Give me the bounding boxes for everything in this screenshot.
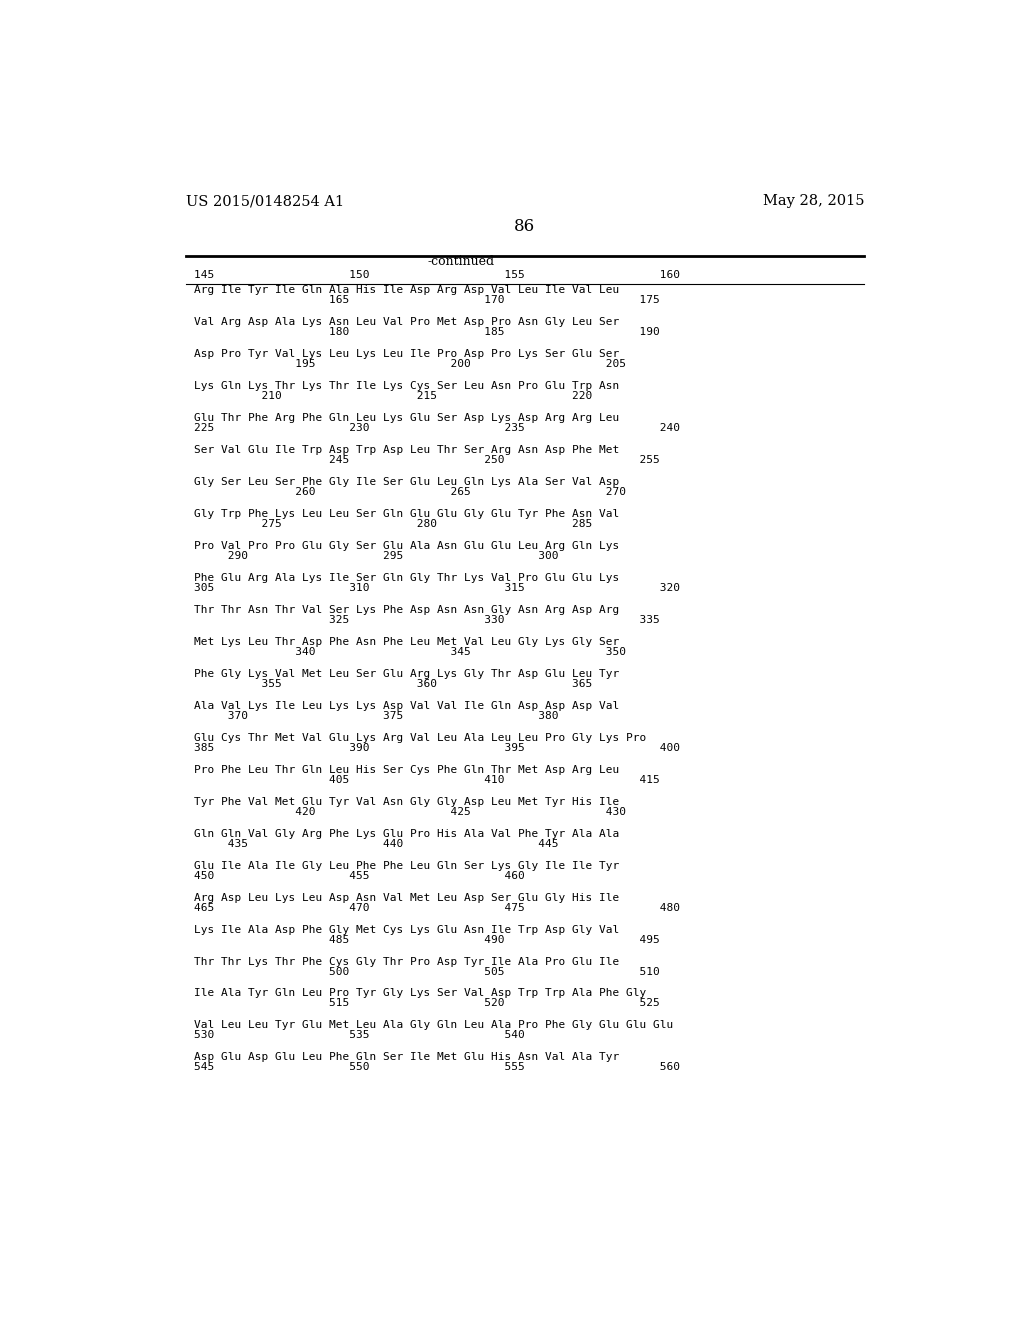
Text: US 2015/0148254 A1: US 2015/0148254 A1 xyxy=(186,194,344,209)
Text: 485                    490                    495: 485 490 495 xyxy=(194,935,659,945)
Text: Ile Ala Tyr Gln Leu Pro Tyr Gly Lys Ser Val Asp Trp Trp Ala Phe Gly: Ile Ala Tyr Gln Leu Pro Tyr Gly Lys Ser … xyxy=(194,989,646,998)
Text: Pro Phe Leu Thr Gln Leu His Ser Cys Phe Gln Thr Met Asp Arg Leu: Pro Phe Leu Thr Gln Leu His Ser Cys Phe … xyxy=(194,764,620,775)
Text: Pro Val Pro Pro Glu Gly Ser Glu Ala Asn Glu Glu Leu Arg Gln Lys: Pro Val Pro Pro Glu Gly Ser Glu Ala Asn … xyxy=(194,541,620,552)
Text: 305                    310                    315                    320: 305 310 315 320 xyxy=(194,583,680,593)
Text: 165                    170                    175: 165 170 175 xyxy=(194,296,659,305)
Text: Thr Thr Lys Thr Phe Cys Gly Thr Pro Asp Tyr Ile Ala Pro Glu Ile: Thr Thr Lys Thr Phe Cys Gly Thr Pro Asp … xyxy=(194,957,620,966)
Text: 500                    505                    510: 500 505 510 xyxy=(194,966,659,977)
Text: 385                    390                    395                    400: 385 390 395 400 xyxy=(194,743,680,752)
Text: Gln Gln Val Gly Arg Phe Lys Glu Pro His Ala Val Phe Tyr Ala Ala: Gln Gln Val Gly Arg Phe Lys Glu Pro His … xyxy=(194,829,620,838)
Text: Gly Trp Phe Lys Leu Leu Ser Gln Glu Glu Gly Glu Tyr Phe Asn Val: Gly Trp Phe Lys Leu Leu Ser Gln Glu Glu … xyxy=(194,510,620,519)
Text: 210                    215                    220: 210 215 220 xyxy=(194,391,592,401)
Text: Met Lys Leu Thr Asp Phe Asn Phe Leu Met Val Leu Gly Lys Gly Ser: Met Lys Leu Thr Asp Phe Asn Phe Leu Met … xyxy=(194,638,620,647)
Text: 180                    185                    190: 180 185 190 xyxy=(194,327,659,338)
Text: Thr Thr Asn Thr Val Ser Lys Phe Asp Asn Asn Gly Asn Arg Asp Arg: Thr Thr Asn Thr Val Ser Lys Phe Asp Asn … xyxy=(194,605,620,615)
Text: Phe Gly Lys Val Met Leu Ser Glu Arg Lys Gly Thr Asp Glu Leu Tyr: Phe Gly Lys Val Met Leu Ser Glu Arg Lys … xyxy=(194,669,620,678)
Text: 275                    280                    285: 275 280 285 xyxy=(194,519,592,529)
Text: Lys Ile Ala Asp Phe Gly Met Cys Lys Glu Asn Ile Trp Asp Gly Val: Lys Ile Ala Asp Phe Gly Met Cys Lys Glu … xyxy=(194,924,620,935)
Text: Gly Ser Leu Ser Phe Gly Ile Ser Glu Leu Gln Lys Ala Ser Val Asp: Gly Ser Leu Ser Phe Gly Ile Ser Glu Leu … xyxy=(194,478,620,487)
Text: 420                    425                    430: 420 425 430 xyxy=(194,807,626,817)
Text: 340                    345                    350: 340 345 350 xyxy=(194,647,626,657)
Text: Ser Val Glu Ile Trp Asp Trp Asp Leu Thr Ser Arg Asn Asp Phe Met: Ser Val Glu Ile Trp Asp Trp Asp Leu Thr … xyxy=(194,445,620,455)
Text: 225                    230                    235                    240: 225 230 235 240 xyxy=(194,424,680,433)
Text: Asp Glu Asp Glu Leu Phe Gln Ser Ile Met Glu His Asn Val Ala Tyr: Asp Glu Asp Glu Leu Phe Gln Ser Ile Met … xyxy=(194,1052,620,1063)
Text: 370                    375                    380: 370 375 380 xyxy=(194,711,558,721)
Text: 545                    550                    555                    560: 545 550 555 560 xyxy=(194,1063,680,1072)
Text: Glu Thr Phe Arg Phe Gln Leu Lys Glu Ser Asp Lys Asp Arg Arg Leu: Glu Thr Phe Arg Phe Gln Leu Lys Glu Ser … xyxy=(194,413,620,424)
Text: 405                    410                    415: 405 410 415 xyxy=(194,775,659,785)
Text: 325                    330                    335: 325 330 335 xyxy=(194,615,659,626)
Text: May 28, 2015: May 28, 2015 xyxy=(763,194,864,209)
Text: Glu Ile Ala Ile Gly Leu Phe Phe Leu Gln Ser Lys Gly Ile Ile Tyr: Glu Ile Ala Ile Gly Leu Phe Phe Leu Gln … xyxy=(194,861,620,871)
Text: 86: 86 xyxy=(514,218,536,235)
Text: Tyr Phe Val Met Glu Tyr Val Asn Gly Gly Asp Leu Met Tyr His Ile: Tyr Phe Val Met Glu Tyr Val Asn Gly Gly … xyxy=(194,797,620,807)
Text: 145                    150                    155                    160: 145 150 155 160 xyxy=(194,271,680,280)
Text: Arg Asp Leu Lys Leu Asp Asn Val Met Leu Asp Ser Glu Gly His Ile: Arg Asp Leu Lys Leu Asp Asn Val Met Leu … xyxy=(194,892,620,903)
Text: 290                    295                    300: 290 295 300 xyxy=(194,552,558,561)
Text: 450                    455                    460: 450 455 460 xyxy=(194,871,524,880)
Text: 355                    360                    365: 355 360 365 xyxy=(194,678,592,689)
Text: 530                    535                    540: 530 535 540 xyxy=(194,1031,524,1040)
Text: Val Leu Leu Tyr Glu Met Leu Ala Gly Gln Leu Ala Pro Phe Gly Glu Glu Glu: Val Leu Leu Tyr Glu Met Leu Ala Gly Gln … xyxy=(194,1020,673,1031)
Text: -continued: -continued xyxy=(428,255,495,268)
Text: Lys Gln Lys Thr Lys Thr Ile Lys Cys Ser Leu Asn Pro Glu Trp Asn: Lys Gln Lys Thr Lys Thr Ile Lys Cys Ser … xyxy=(194,381,620,391)
Text: Arg Ile Tyr Ile Gln Ala His Ile Asp Arg Asp Val Leu Ile Val Leu: Arg Ile Tyr Ile Gln Ala His Ile Asp Arg … xyxy=(194,285,620,296)
Text: Asp Pro Tyr Val Lys Leu Lys Leu Ile Pro Asp Pro Lys Ser Glu Ser: Asp Pro Tyr Val Lys Leu Lys Leu Ile Pro … xyxy=(194,350,620,359)
Text: Ala Val Lys Ile Leu Lys Lys Asp Val Val Ile Gln Asp Asp Asp Val: Ala Val Lys Ile Leu Lys Lys Asp Val Val … xyxy=(194,701,620,711)
Text: 195                    200                    205: 195 200 205 xyxy=(194,359,626,370)
Text: 260                    265                    270: 260 265 270 xyxy=(194,487,626,498)
Text: 435                    440                    445: 435 440 445 xyxy=(194,838,558,849)
Text: 515                    520                    525: 515 520 525 xyxy=(194,998,659,1008)
Text: 245                    250                    255: 245 250 255 xyxy=(194,455,659,465)
Text: Phe Glu Arg Ala Lys Ile Ser Gln Gly Thr Lys Val Pro Glu Glu Lys: Phe Glu Arg Ala Lys Ile Ser Gln Gly Thr … xyxy=(194,573,620,583)
Text: 465                    470                    475                    480: 465 470 475 480 xyxy=(194,903,680,912)
Text: Glu Cys Thr Met Val Glu Lys Arg Val Leu Ala Leu Leu Pro Gly Lys Pro: Glu Cys Thr Met Val Glu Lys Arg Val Leu … xyxy=(194,733,646,743)
Text: Val Arg Asp Ala Lys Asn Leu Val Pro Met Asp Pro Asn Gly Leu Ser: Val Arg Asp Ala Lys Asn Leu Val Pro Met … xyxy=(194,317,620,327)
